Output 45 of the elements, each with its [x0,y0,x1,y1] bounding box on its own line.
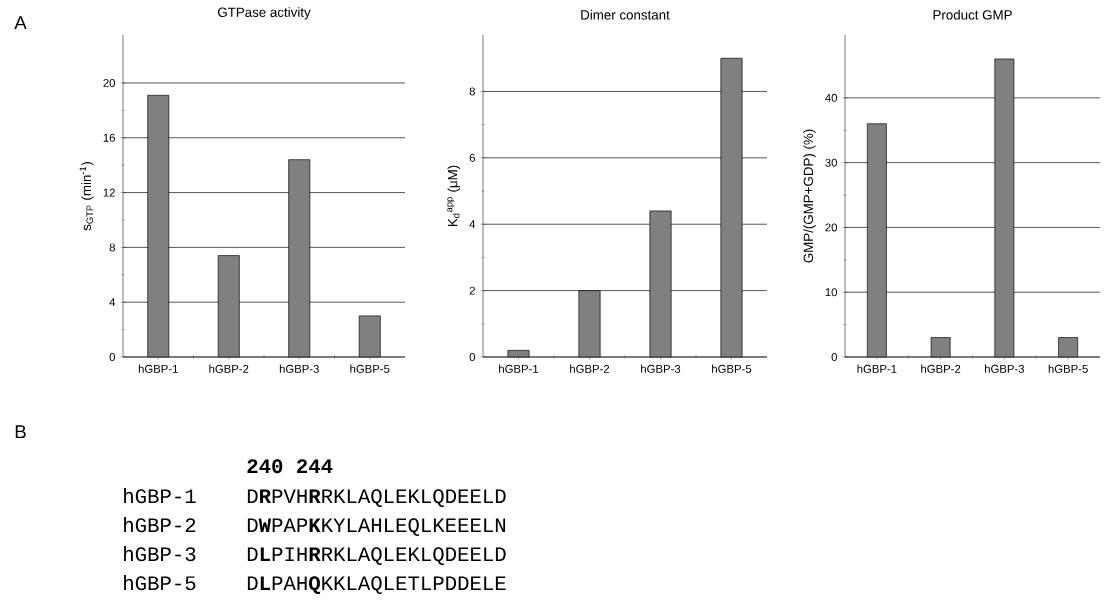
x-tick-label: hGBP-2 [209,364,249,373]
y-axis-title: GMP/(GMP+GDP) (%) [803,129,816,263]
x-tick-label: hGBP-3 [641,364,681,373]
x-tick-label: hGBP-1 [499,364,539,373]
y-tick-label: 12 [103,188,115,197]
text: A [14,16,27,30]
text: hGBP-3 [124,546,196,562]
y-tick-label: 40 [825,93,837,102]
y-tick-label: 20 [103,78,115,87]
text: DRPVHRRKLAQLEKLQDEELD [247,489,506,507]
y-axis-title: s$_{GTP}$ (min$^{-1}$) [79,162,94,231]
x-tick-label: hGBP-3 [279,364,319,373]
x-tick-label: hGBP-2 [570,364,610,373]
y-tick-label: 0 [109,353,115,361]
text: 240 244 [247,459,333,474]
chart-title: Dimer constant [581,9,670,20]
y-tick-label: 8 [469,87,475,96]
x-tick-label: hGBP-3 [985,364,1025,373]
text: DLPAHQKKLAQLETLPDDELE [247,576,506,595]
x-tick-label: hGBP-5 [712,364,752,373]
text: DWPAPKKYLAHLEQLKEEELN [247,518,506,536]
x-tick-label: hGBP-5 [1048,364,1088,373]
y-tick-label: 8 [109,243,115,252]
chart-title: Product GMP [933,9,1012,20]
x-tick-label: hGBP-5 [350,364,390,373]
text: hGBP-1 [124,488,196,504]
text: B [15,425,26,439]
y-tick-label: 0 [469,353,475,361]
y-axis-title: K$_{d}$$^{app}$ (μM) [447,165,460,227]
y-tick-label: 4 [469,220,476,229]
y-tick-label: 2 [469,286,475,295]
y-tick-label: 16 [103,133,115,142]
y-tick-label: 4 [109,298,116,307]
y-tick-label: 6 [469,153,475,162]
text: DLPIHRRKLAQLEKLQDEELD [247,547,506,565]
text: hGBP-5 [124,575,196,591]
y-tick-label: 0 [831,353,837,361]
y-tick-label: 10 [825,288,837,297]
y-tick-label: 30 [825,158,837,167]
x-tick-label: hGBP-2 [921,364,961,373]
x-tick-label: hGBP-1 [857,364,897,373]
y-tick-label: 20 [825,223,837,232]
text: hGBP-2 [124,517,196,533]
x-tick-label: hGBP-1 [138,364,178,373]
chart-title: GTPase activity [217,7,311,20]
